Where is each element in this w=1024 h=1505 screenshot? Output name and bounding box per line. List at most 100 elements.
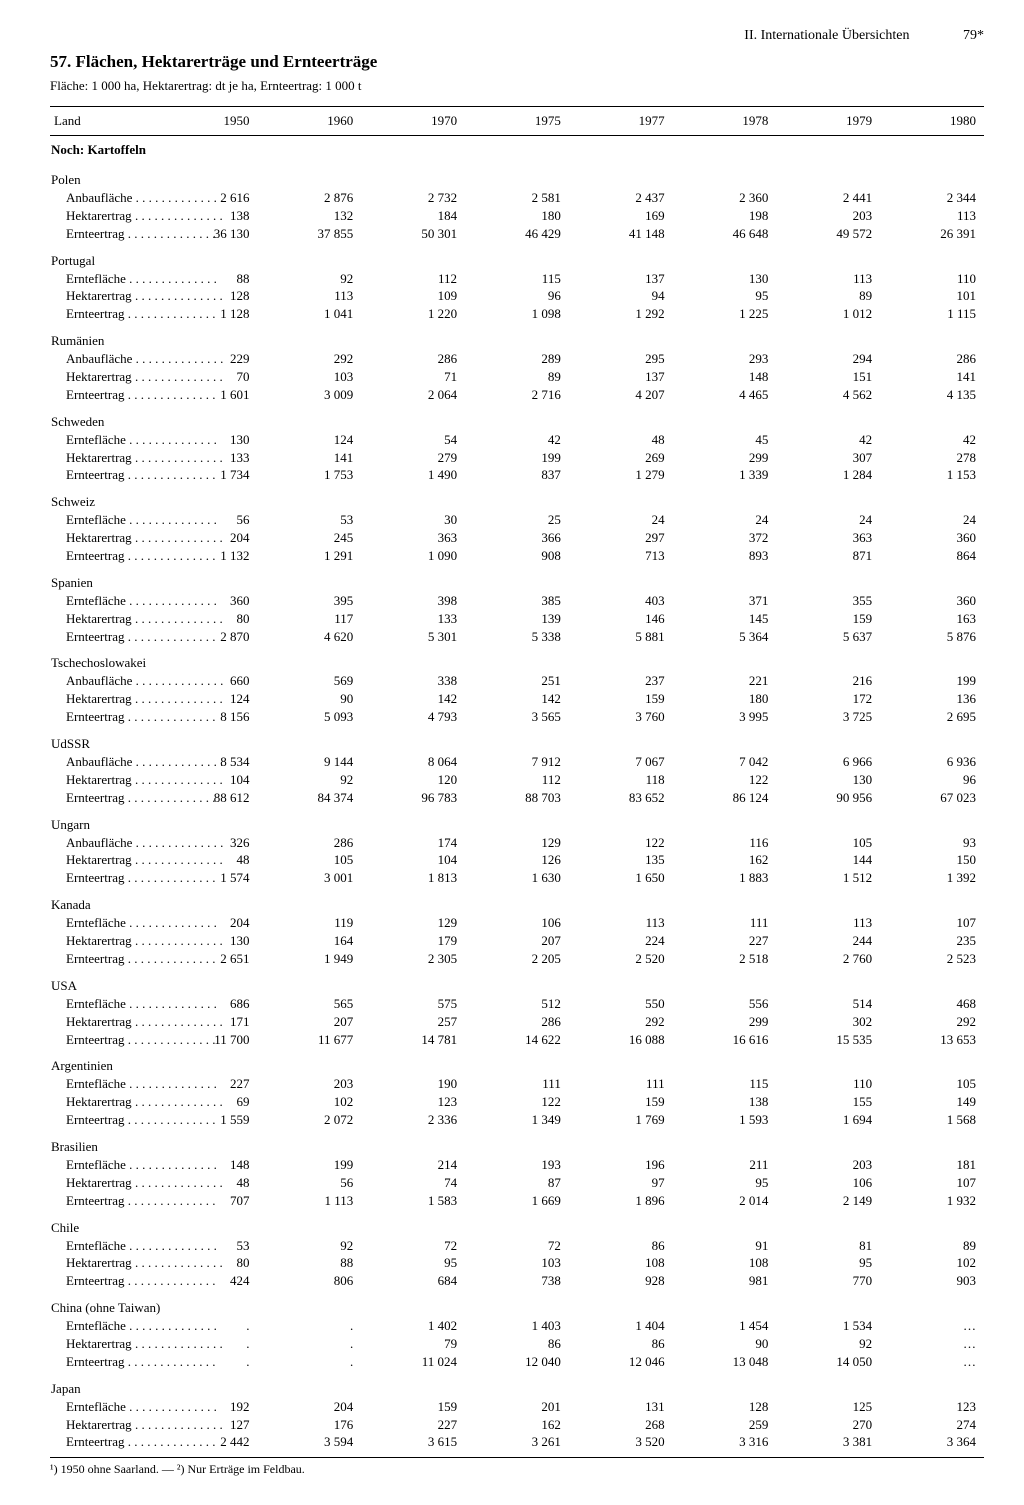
metric-value: 556 xyxy=(673,995,777,1013)
metric-value: 74 xyxy=(361,1174,465,1192)
metric-value: 146 xyxy=(569,610,673,628)
metric-value: 6 936 xyxy=(880,753,984,771)
metric-value: 83 652 xyxy=(569,789,673,807)
metric-value: 1 403 xyxy=(465,1317,569,1335)
metric-value: 162 xyxy=(673,851,777,869)
metric-value: 1 490 xyxy=(361,466,465,484)
metric-value: 2 520 xyxy=(569,950,673,968)
metric-value: 3 364 xyxy=(880,1433,984,1451)
metric-label: Anbaufläche . . . . . . . . . . . . . . xyxy=(50,350,154,368)
metric-value: 89 xyxy=(776,287,880,305)
metric-label: Hektarertrag . . . . . . . . . . . . . . xyxy=(50,368,154,386)
metric-value: 512 xyxy=(465,995,569,1013)
metric-value: 117 xyxy=(258,610,362,628)
metric-value: 6 966 xyxy=(776,753,880,771)
metric-value: 145 xyxy=(673,610,777,628)
metric-value: 92 xyxy=(776,1335,880,1353)
metric-label: Ernteertrag . . . . . . . . . . . . . . xyxy=(50,1433,154,1451)
metric-row: Ernteertrag . . . . . . . . . . . . . .2… xyxy=(50,628,984,646)
metric-value: 180 xyxy=(673,690,777,708)
metric-value: 1 593 xyxy=(673,1111,777,1129)
col-1979: 1979 xyxy=(776,107,880,136)
metric-value: 5 881 xyxy=(569,628,673,646)
metric-value: 2 336 xyxy=(361,1111,465,1129)
metric-value: 221 xyxy=(673,672,777,690)
metric-value: 2 360 xyxy=(673,189,777,207)
metric-value: 235 xyxy=(880,932,984,950)
metric-label: Erntefläche . . . . . . . . . . . . . . xyxy=(50,995,154,1013)
metric-value: 297 xyxy=(569,529,673,547)
metric-value: 1 813 xyxy=(361,869,465,887)
metric-value: 5 637 xyxy=(776,628,880,646)
metric-value: 103 xyxy=(258,368,362,386)
metric-value: 286 xyxy=(880,350,984,368)
metric-value: 89 xyxy=(465,368,569,386)
metric-value: 292 xyxy=(258,350,362,368)
metric-value: 2 441 xyxy=(776,189,880,207)
metric-value: 122 xyxy=(673,771,777,789)
metric-row: Erntefläche . . . . . . . . . . . . . .1… xyxy=(50,431,984,449)
metric-label: Ernteertrag . . . . . . . . . . . . . . xyxy=(50,789,154,807)
metric-value: 159 xyxy=(569,690,673,708)
metric-value: 190 xyxy=(361,1075,465,1093)
metric-value: 159 xyxy=(569,1093,673,1111)
metric-value: 1 339 xyxy=(673,466,777,484)
metric-row: Hektarertrag . . . . . . . . . . . . . .… xyxy=(50,1254,984,1272)
metric-value: 1 292 xyxy=(569,305,673,323)
metric-row: Erntefläche . . . . . . . . . . . . . .3… xyxy=(50,592,984,610)
metric-value: 181 xyxy=(880,1156,984,1174)
metric-value: 398 xyxy=(361,592,465,610)
metric-value: 199 xyxy=(880,672,984,690)
metric-value: 713 xyxy=(569,547,673,565)
metric-row: Hektarertrag . . . . . . . . . . . . . .… xyxy=(50,1174,984,1192)
metric-value: 71 xyxy=(361,368,465,386)
metric-value: 5 093 xyxy=(258,708,362,726)
metric-value: 107 xyxy=(880,1174,984,1192)
metric-value: 569 xyxy=(258,672,362,690)
metric-value: 113 xyxy=(880,207,984,225)
metric-value: 2 716 xyxy=(465,386,569,404)
metric-label: Ernteertrag . . . . . . . . . . . . . . xyxy=(50,1111,154,1129)
metric-row: Hektarertrag . . . . . . . . . . . . . .… xyxy=(50,1416,984,1434)
metric-value: 871 xyxy=(776,547,880,565)
col-1978: 1978 xyxy=(673,107,777,136)
col-1977: 1977 xyxy=(569,107,673,136)
metric-value: 119 xyxy=(258,914,362,932)
metric-value: 113 xyxy=(569,914,673,932)
metric-value: 299 xyxy=(673,449,777,467)
metric-value: 1 220 xyxy=(361,305,465,323)
metric-row: Erntefläche . . . . . . . . . . . . . .2… xyxy=(50,914,984,932)
metric-value: 1 402 xyxy=(361,1317,465,1335)
metric-value: 307 xyxy=(776,449,880,467)
metric-value: 108 xyxy=(569,1254,673,1272)
metric-value: 130 xyxy=(673,270,777,288)
metric-label: Anbaufläche . . . . . . . . . . . . . . xyxy=(50,753,154,771)
metric-value: 2 695 xyxy=(880,708,984,726)
metric-value: 125 xyxy=(776,1398,880,1416)
metric-value: 468 xyxy=(880,995,984,1013)
col-1975: 1975 xyxy=(465,107,569,136)
metric-value: 164 xyxy=(258,932,362,950)
metric-value: 169 xyxy=(569,207,673,225)
metric-row: Ernteertrag . . . . . . . . . . . . . .1… xyxy=(50,869,984,887)
metric-value: 128 xyxy=(673,1398,777,1416)
metric-value: 106 xyxy=(776,1174,880,1192)
col-1980: 1980 xyxy=(880,107,984,136)
metric-value: 159 xyxy=(776,610,880,628)
metric-value: 274 xyxy=(880,1416,984,1434)
metric-value: 163 xyxy=(880,610,984,628)
metric-value: 294 xyxy=(776,350,880,368)
country-row: Argentinien xyxy=(50,1048,984,1075)
metric-label: Erntefläche . . . . . . . . . . . . . . xyxy=(50,1398,154,1416)
metric-value: 224 xyxy=(569,932,673,950)
metric-label: Anbaufläche . . . . . . . . . . . . . . xyxy=(50,834,154,852)
metric-row: Erntefläche . . . . . . . . . . . . . .5… xyxy=(50,511,984,529)
metric-value: 269 xyxy=(569,449,673,467)
metric-label: Hektarertrag . . . . . . . . . . . . . . xyxy=(50,1013,154,1031)
metric-row: Ernteertrag . . . . . . . . . . . . . .1… xyxy=(50,466,984,484)
metric-label: Erntefläche . . . . . . . . . . . . . . xyxy=(50,431,154,449)
metric-value: 1 404 xyxy=(569,1317,673,1335)
metric-value: 149 xyxy=(880,1093,984,1111)
metric-value: 180 xyxy=(465,207,569,225)
metric-label: Erntefläche . . . . . . . . . . . . . . xyxy=(50,914,154,932)
